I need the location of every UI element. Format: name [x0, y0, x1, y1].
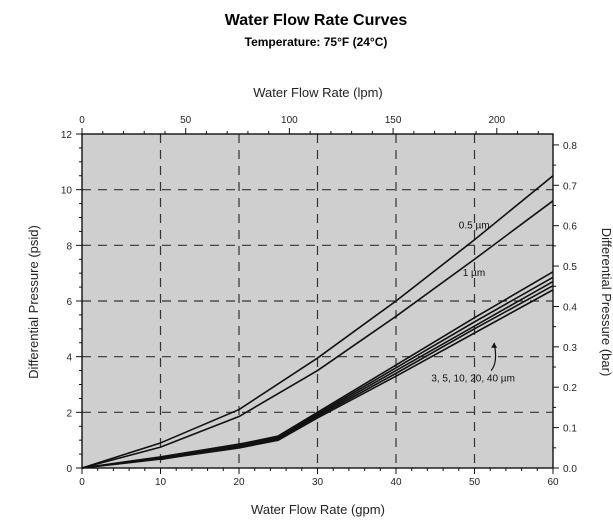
series-line	[81, 175, 554, 469]
y-tick-label: 10	[61, 186, 73, 197]
annotation-arrow-head	[491, 342, 498, 348]
x-tick-label: 60	[547, 477, 559, 488]
y2-tick-label: 0.0	[563, 464, 577, 475]
x2-axis-label: Water Flow Rate (lpm)	[253, 85, 383, 100]
y2-tick-label: 0.3	[563, 343, 577, 354]
y2-tick-label: 0.1	[563, 424, 577, 435]
y2-tick-label: 0.5	[563, 262, 577, 273]
x-tick-label: 40	[390, 477, 402, 488]
y-tick-label: 0	[66, 464, 72, 475]
series-bundle-segment	[160, 436, 279, 461]
x2-tick-label: 50	[180, 115, 192, 126]
y-axis-label: Differential Pressure (psid)	[26, 225, 41, 379]
x2-tick-label: 0	[79, 115, 85, 126]
x-axis-label: Water Flow Rate (gpm)	[251, 502, 385, 517]
y2-axis-label: Differential Pressure (bar)	[599, 228, 613, 377]
y-tick-label: 12	[61, 130, 73, 141]
x-tick-label: 0	[79, 477, 85, 488]
x2-tick-label: 200	[488, 115, 505, 126]
x-tick-label: 30	[312, 477, 324, 488]
series-line	[81, 200, 554, 469]
y2-tick-label: 0.8	[563, 141, 577, 152]
y2-tick-label: 0.6	[563, 222, 577, 233]
y2-tick-label: 0.7	[563, 181, 577, 192]
y-tick-label: 2	[66, 408, 72, 419]
y-tick-label: 6	[66, 297, 72, 308]
series-annotation: 0.5 µm	[459, 221, 490, 232]
x2-tick-label: 100	[281, 115, 298, 126]
y2-tick-label: 0.4	[563, 302, 577, 313]
y-tick-label: 8	[66, 241, 72, 252]
chart-subtitle: Temperature: 75°F (24°C)	[245, 35, 388, 49]
x-tick-label: 50	[469, 477, 481, 488]
y2-tick-label: 0.2	[563, 383, 577, 394]
chart-title: Water Flow Rate Curves	[225, 12, 408, 29]
x-tick-label: 20	[233, 477, 245, 488]
x-tick-label: 10	[155, 477, 167, 488]
x2-tick-label: 150	[385, 115, 402, 126]
series-annotation: 3, 5, 10, 20, 40 µm	[431, 374, 515, 385]
series-annotation: 1 µm	[463, 268, 485, 279]
y-tick-label: 4	[66, 353, 72, 364]
